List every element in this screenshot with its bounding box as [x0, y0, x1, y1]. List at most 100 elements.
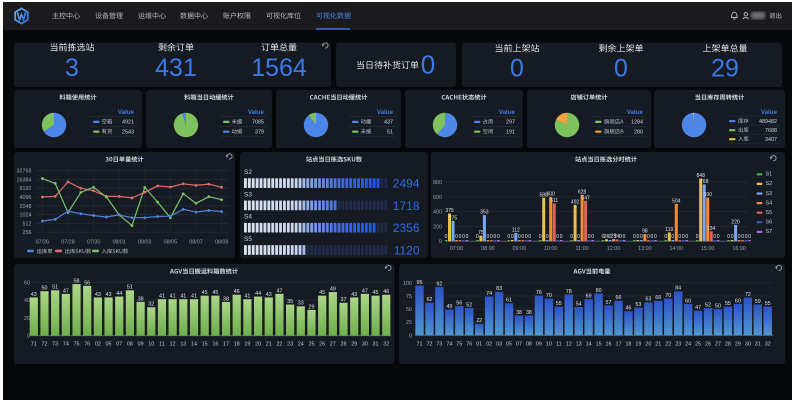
svg-text:0: 0: [745, 234, 748, 240]
svg-text:7085: 7085: [252, 120, 264, 126]
svg-text:07: 07: [516, 341, 522, 347]
svg-text:280: 280: [634, 129, 643, 135]
svg-text:17: 17: [616, 341, 622, 347]
svg-text:S4: S4: [244, 214, 252, 221]
svg-text:0: 0: [647, 234, 650, 240]
svg-text:0: 0: [651, 234, 654, 240]
svg-text:379: 379: [255, 129, 264, 135]
svg-text:37: 37: [341, 297, 347, 303]
svg-text:S7: S7: [766, 229, 773, 235]
svg-text:1284: 1284: [631, 120, 643, 126]
svg-text:297: 297: [506, 120, 515, 126]
svg-text:489482: 489482: [759, 119, 777, 125]
svg-text:0: 0: [577, 234, 580, 240]
svg-text:15:00: 15:00: [701, 246, 715, 252]
svg-text:41: 41: [244, 294, 250, 300]
svg-text:66: 66: [655, 295, 661, 301]
svg-text:52: 52: [705, 302, 711, 308]
svg-text:0: 0: [671, 234, 674, 240]
svg-text:30: 30: [745, 341, 751, 347]
svg-text:10: 10: [148, 342, 154, 348]
svg-text:7688: 7688: [765, 128, 777, 134]
svg-text:Value: Value: [761, 109, 778, 116]
svg-text:0: 0: [439, 239, 442, 245]
svg-text:80: 80: [596, 288, 602, 294]
svg-text:112: 112: [512, 227, 520, 233]
svg-text:28: 28: [341, 342, 347, 348]
svg-text:07/26: 07/26: [36, 239, 50, 245]
svg-text:19: 19: [244, 342, 250, 348]
svg-text:0: 0: [602, 234, 605, 240]
svg-text:72: 72: [426, 341, 432, 347]
svg-text:38: 38: [526, 310, 532, 316]
svg-text:12:00: 12:00: [607, 246, 621, 252]
svg-text:09: 09: [536, 341, 542, 347]
svg-text:0: 0: [717, 234, 720, 240]
svg-text:0: 0: [713, 234, 716, 240]
svg-text:0: 0: [462, 234, 465, 240]
svg-text:18: 18: [234, 342, 240, 348]
svg-text:S2: S2: [766, 181, 773, 187]
svg-text:98: 98: [642, 228, 648, 234]
svg-text:21: 21: [266, 342, 272, 348]
svg-text:56: 56: [84, 280, 90, 286]
svg-text:41: 41: [170, 294, 176, 300]
svg-text:18: 18: [625, 341, 631, 347]
svg-text:30: 30: [362, 342, 368, 348]
svg-text:0: 0: [546, 234, 549, 240]
svg-text:43: 43: [31, 292, 37, 298]
svg-text:S4: S4: [766, 200, 773, 206]
svg-text:0: 0: [528, 234, 531, 240]
svg-text:51: 51: [387, 129, 393, 135]
svg-text:74: 74: [63, 342, 69, 348]
svg-text:S5: S5: [766, 210, 773, 216]
svg-text:50: 50: [406, 307, 412, 313]
svg-text:70: 70: [546, 293, 552, 299]
svg-text:02: 02: [486, 341, 492, 347]
svg-text:24: 24: [685, 341, 691, 347]
svg-text:38: 38: [138, 296, 144, 302]
svg-text:63: 63: [645, 297, 651, 303]
svg-text:25: 25: [406, 320, 412, 326]
svg-text:24: 24: [614, 234, 620, 240]
svg-text:0: 0: [678, 234, 681, 240]
svg-text:2048: 2048: [20, 204, 32, 210]
svg-text:375: 375: [445, 208, 454, 214]
svg-text:25: 25: [308, 342, 314, 348]
svg-text:07/28: 07/28: [61, 239, 75, 245]
svg-text:55: 55: [765, 301, 771, 307]
svg-text:41: 41: [191, 294, 197, 300]
svg-text:0: 0: [539, 234, 542, 240]
svg-text:0: 0: [27, 334, 30, 340]
svg-text:588: 588: [540, 192, 549, 198]
svg-text:200: 200: [433, 224, 442, 230]
svg-text:55: 55: [556, 301, 562, 307]
svg-text:45: 45: [373, 290, 379, 296]
svg-text:0: 0: [459, 234, 462, 240]
svg-text:08/07: 08/07: [189, 239, 203, 245]
svg-text:08/05: 08/05: [164, 239, 178, 245]
svg-text:S5: S5: [244, 236, 252, 243]
svg-text:19: 19: [635, 341, 641, 347]
svg-text:11: 11: [159, 342, 165, 348]
svg-text:05: 05: [106, 342, 112, 348]
svg-text:14: 14: [191, 342, 197, 348]
svg-text:22: 22: [476, 318, 482, 324]
svg-text:32768: 32768: [17, 169, 32, 175]
svg-text:08: 08: [526, 341, 532, 347]
svg-text:20: 20: [645, 341, 651, 347]
svg-text:0: 0: [409, 333, 412, 339]
svg-text:43: 43: [351, 292, 357, 298]
svg-text:511: 511: [550, 198, 558, 204]
svg-text:24: 24: [298, 342, 304, 348]
svg-text:0: 0: [490, 234, 493, 240]
svg-text:2356: 2356: [393, 221, 420, 235]
svg-text:21: 21: [655, 341, 661, 347]
svg-text:16: 16: [212, 342, 218, 348]
svg-text:220: 220: [731, 219, 740, 225]
svg-text:2543: 2543: [122, 129, 134, 135]
svg-text:0: 0: [731, 234, 734, 240]
svg-text:29: 29: [711, 55, 739, 83]
svg-text:0: 0: [685, 234, 688, 240]
svg-text:07/30: 07/30: [87, 239, 101, 245]
